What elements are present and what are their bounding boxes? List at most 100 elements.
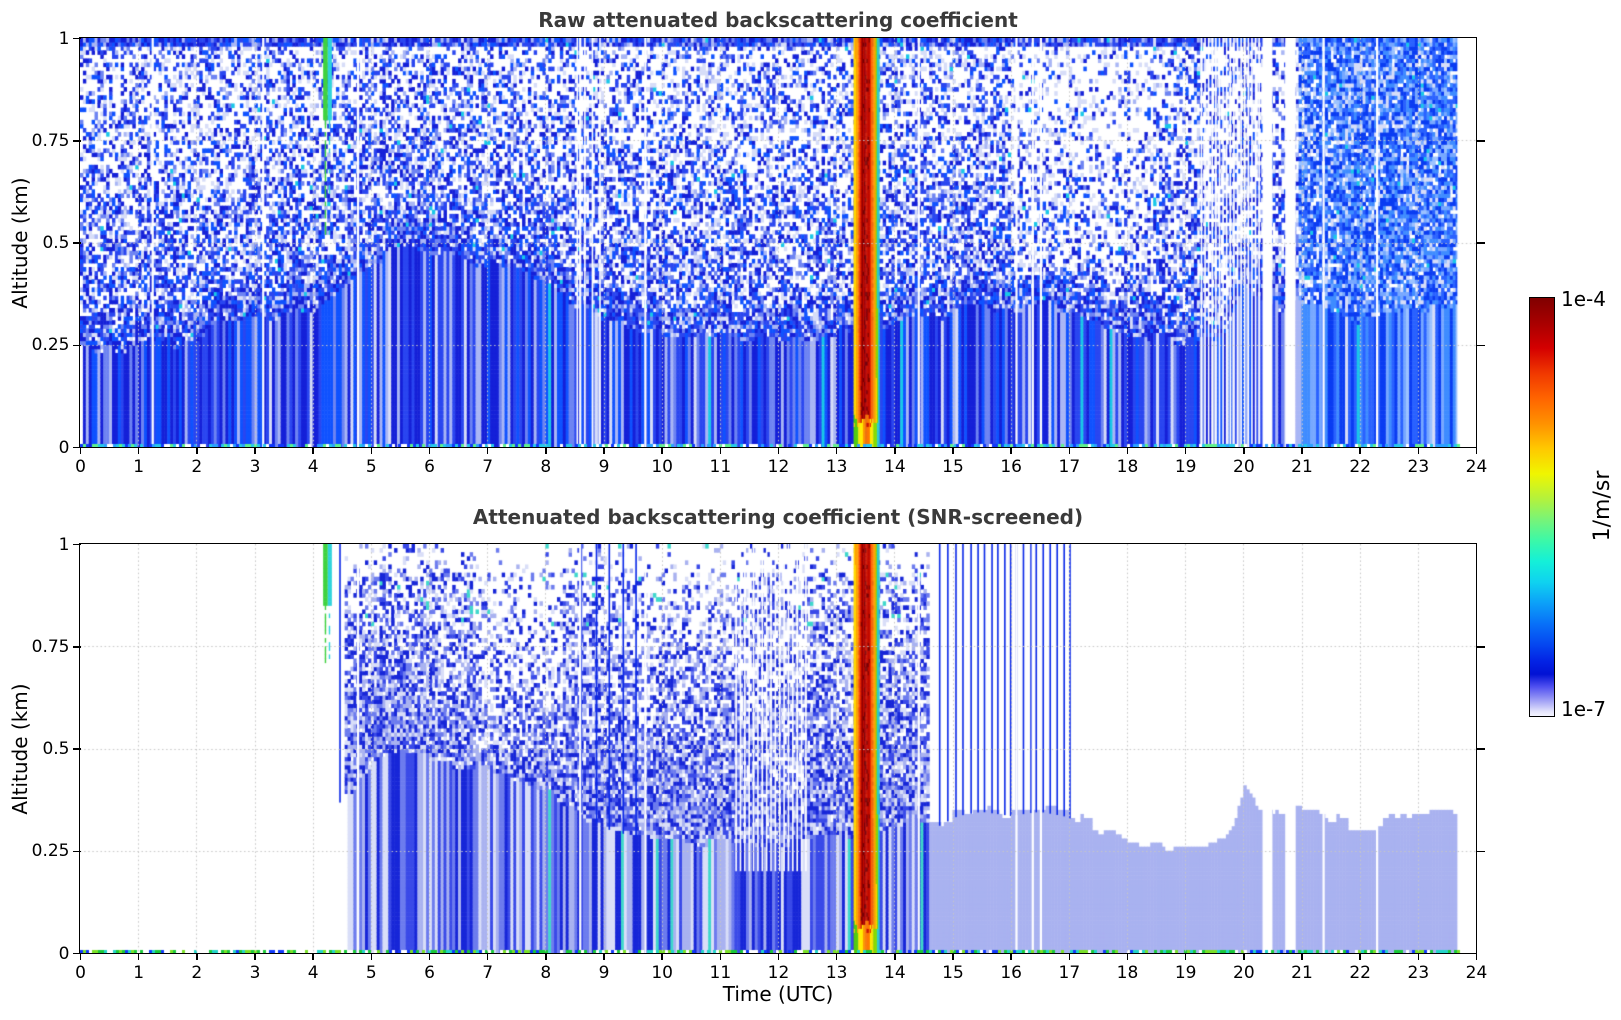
x-tick-mark xyxy=(312,447,314,454)
x-tick-mark xyxy=(1359,447,1361,454)
x-tick-label: 24 xyxy=(1465,456,1488,477)
x-tick-mark xyxy=(952,447,954,454)
x-tick-label: 9 xyxy=(598,456,610,477)
x-axis-label: Time (UTC) xyxy=(722,982,834,1006)
x-tick-mark xyxy=(1068,953,1071,960)
y-tick-label: 1 xyxy=(58,28,70,49)
x-tick-mark xyxy=(545,953,547,960)
x-tick-label: 21 xyxy=(1291,456,1313,477)
x-tick-label: 15 xyxy=(942,456,964,477)
x-tick-mark xyxy=(603,447,605,454)
x-tick-mark xyxy=(835,953,838,960)
y-tick-mark xyxy=(72,37,81,40)
x-tick-mark xyxy=(661,953,663,960)
x-tick-mark xyxy=(661,447,663,454)
y-tick-label: 0 xyxy=(58,437,70,458)
x-tick-mark xyxy=(1301,953,1303,960)
x-tick-label: 13 xyxy=(825,456,848,477)
x-tick-label: 2 xyxy=(191,962,203,983)
x-tick-mark xyxy=(196,447,198,454)
x-tick-mark xyxy=(1475,447,1478,454)
x-tick-label: 8 xyxy=(540,456,552,477)
y-tick-mark xyxy=(72,242,81,244)
y-tick-label: 0.75 xyxy=(31,130,70,151)
x-tick-mark xyxy=(777,447,780,454)
x-tick-label: 1 xyxy=(133,962,145,983)
x-tick-mark xyxy=(486,447,489,454)
x-tick-mark xyxy=(1126,953,1129,960)
x-tick-label: 23 xyxy=(1407,456,1430,477)
x-tick-mark xyxy=(777,953,780,960)
x-tick-mark xyxy=(312,953,314,960)
x-tick-mark xyxy=(719,953,722,960)
x-tick-mark xyxy=(79,447,82,454)
x-tick-mark xyxy=(370,953,373,960)
y-tick-label: 0.25 xyxy=(31,841,70,862)
panel1-plot-area xyxy=(79,37,1477,448)
x-tick-mark xyxy=(835,447,838,454)
panel2-title: Attenuated backscattering coefficient (S… xyxy=(472,505,1084,529)
y-tick-mark-right xyxy=(1476,242,1485,244)
x-tick-mark xyxy=(370,447,373,454)
x-tick-mark xyxy=(254,447,256,454)
x-tick-label: 13 xyxy=(825,962,848,983)
x-tick-label: 0 xyxy=(75,962,86,983)
x-tick-mark xyxy=(254,953,256,960)
y-tick-label: 0.75 xyxy=(31,636,70,657)
y-tick-mark xyxy=(72,850,81,852)
x-tick-label: 4 xyxy=(307,962,319,983)
y-tick-label: 0 xyxy=(58,943,70,964)
x-tick-mark xyxy=(137,953,140,960)
x-tick-label: 12 xyxy=(767,456,790,477)
x-tick-label: 16 xyxy=(1000,962,1022,983)
x-tick-label: 19 xyxy=(1174,962,1197,983)
x-tick-label: 7 xyxy=(482,962,494,983)
x-tick-mark xyxy=(894,447,896,454)
y-tick-mark-right xyxy=(1476,646,1485,648)
y-tick-mark xyxy=(72,140,81,142)
x-tick-label: 24 xyxy=(1465,962,1488,983)
y-tick-mark-right xyxy=(1476,344,1485,346)
x-tick-mark xyxy=(196,953,198,960)
x-tick-label: 22 xyxy=(1349,456,1371,477)
x-tick-label: 22 xyxy=(1349,962,1371,983)
x-tick-mark xyxy=(428,447,431,454)
x-tick-label: 11 xyxy=(709,456,732,477)
panel1-title: Raw attenuated backscattering coefficien… xyxy=(538,8,1018,32)
y-tick-mark xyxy=(72,543,81,546)
x-tick-label: 18 xyxy=(1116,962,1139,983)
x-tick-label: 6 xyxy=(424,456,435,477)
x-tick-label: 3 xyxy=(249,456,261,477)
x-tick-label: 9 xyxy=(598,962,610,983)
colorbar-unit-label: 1/m/sr xyxy=(1590,470,1615,542)
x-tick-label: 17 xyxy=(1058,456,1081,477)
x-tick-mark xyxy=(952,953,954,960)
x-tick-label: 14 xyxy=(884,962,906,983)
x-tick-mark xyxy=(1359,953,1361,960)
x-tick-label: 5 xyxy=(365,456,377,477)
x-tick-mark xyxy=(79,953,82,960)
x-tick-label: 6 xyxy=(424,962,435,983)
y-tick-label: 0.25 xyxy=(31,335,70,356)
y-tick-mark xyxy=(72,952,81,955)
x-tick-mark xyxy=(1184,447,1187,454)
y-tick-mark xyxy=(72,646,81,648)
x-tick-mark xyxy=(1475,953,1478,960)
x-tick-mark xyxy=(1243,447,1245,454)
panel2-heatmap-canvas xyxy=(80,544,1476,953)
x-tick-mark xyxy=(545,447,547,454)
x-tick-mark xyxy=(486,953,489,960)
y-tick-label: 0.5 xyxy=(42,233,70,253)
x-tick-label: 8 xyxy=(540,962,552,983)
y-tick-mark xyxy=(72,748,81,750)
x-tick-mark xyxy=(1184,953,1187,960)
x-tick-label: 4 xyxy=(307,456,319,477)
x-tick-mark xyxy=(428,953,431,960)
x-tick-label: 10 xyxy=(651,456,673,477)
x-tick-mark xyxy=(1126,447,1129,454)
x-tick-label: 20 xyxy=(1233,456,1255,477)
y-tick-label: 0.5 xyxy=(42,739,70,759)
x-tick-mark xyxy=(894,953,896,960)
x-tick-label: 20 xyxy=(1233,962,1255,983)
y-tick-mark xyxy=(72,446,81,449)
